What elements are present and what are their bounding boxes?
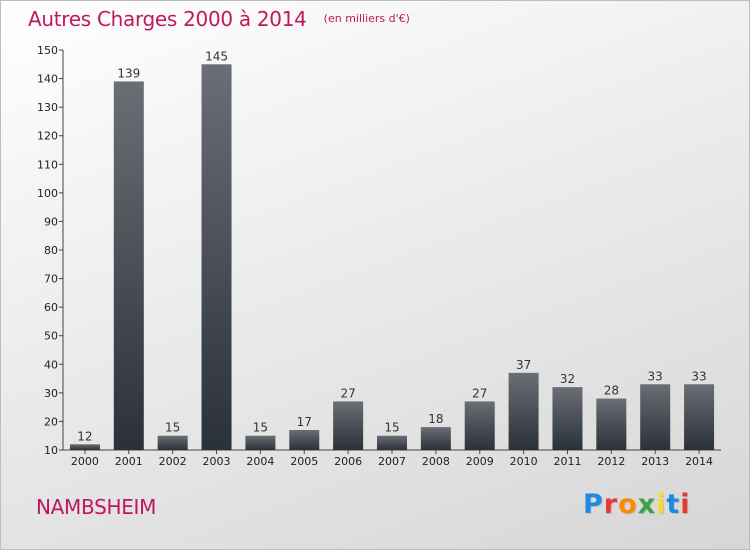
x-tick-label: 2009 (466, 455, 494, 468)
logo-letter: o (618, 489, 638, 520)
y-tick-label: 130 (37, 101, 58, 114)
bar-2005 (289, 430, 320, 450)
x-tick-label: 2014 (685, 455, 713, 468)
logo-letter: t (666, 489, 681, 520)
chart-title: Autres Charges 2000 à 2014 (28, 7, 307, 31)
bar-2014 (684, 384, 715, 450)
bar-2001 (113, 81, 144, 450)
bar-2000 (69, 444, 100, 450)
data-label: 28 (604, 384, 619, 398)
x-tick-label: 2007 (378, 455, 406, 468)
data-label: 12 (77, 429, 92, 443)
bar-2003 (201, 64, 232, 451)
bar-2009 (464, 401, 495, 450)
data-label: 27 (472, 386, 487, 400)
y-tick-label: 10 (44, 444, 58, 457)
logo-letter: i (680, 489, 691, 520)
x-tick-label: 2012 (597, 455, 625, 468)
bar-2002 (157, 435, 188, 450)
bar-2006 (333, 401, 364, 450)
y-tick-label: 40 (44, 358, 58, 371)
data-label: 37 (516, 358, 531, 372)
logo-letter: r (603, 489, 619, 520)
y-tick-label: 60 (44, 301, 58, 314)
y-tick-label: 150 (37, 44, 58, 57)
x-tick-label: 2002 (159, 455, 187, 468)
data-label: 15 (384, 421, 399, 435)
x-tick-label: 2005 (290, 455, 318, 468)
logo-letter: P (583, 489, 604, 520)
bar-2004 (245, 435, 276, 450)
y-tick-label: 140 (37, 73, 58, 86)
x-tick-label: 2004 (246, 455, 274, 468)
y-tick-label: 20 (44, 415, 58, 428)
bars (69, 64, 715, 451)
logo-letter: x (637, 489, 657, 520)
data-labels: 12 139 15 145 15 17 27 15 18 27 37 32 28 33 33 (77, 49, 706, 443)
y-tick-label: 110 (37, 158, 58, 171)
x-tick-label: 2011 (553, 455, 581, 468)
logo-letter: i (656, 489, 667, 520)
data-label: 33 (691, 369, 706, 383)
bar-2011 (552, 387, 583, 450)
data-label: 32 (560, 372, 575, 386)
y-tick-label: 70 (44, 273, 58, 286)
data-label: 18 (428, 412, 443, 426)
x-tick-label: 2003 (203, 455, 231, 468)
bar-2008 (420, 427, 451, 450)
y-tick-label: 50 (44, 330, 58, 343)
x-tick-label: 2006 (334, 455, 362, 468)
x-tick-label: 2000 (71, 455, 99, 468)
proxiti-logo[interactable]: Proxiti (583, 489, 691, 520)
data-label: 17 (297, 415, 312, 429)
y-tick-label: 120 (37, 130, 58, 143)
y-tick-label: 80 (44, 244, 58, 257)
data-label: 145 (205, 49, 228, 63)
data-label: 139 (117, 66, 140, 80)
bar-2010 (508, 372, 539, 450)
x-tick-label: 2013 (641, 455, 669, 468)
bar-2013 (640, 384, 671, 450)
data-label: 15 (165, 421, 180, 435)
x-tick-label: 2001 (115, 455, 143, 468)
bar-2007 (377, 435, 407, 450)
bar-2012 (596, 398, 627, 450)
data-label: 33 (648, 369, 663, 383)
data-label: 27 (340, 386, 355, 400)
y-tick-label: 30 (44, 387, 58, 400)
x-tick-label: 2010 (510, 455, 538, 468)
chart-subtitle: (en milliers d'€) (323, 12, 410, 25)
title-row: Autres Charges 2000 à 2014 (en milliers … (28, 7, 410, 31)
data-label: 15 (253, 421, 268, 435)
y-tick-label: 90 (44, 215, 58, 228)
x-tick-label: 2008 (422, 455, 450, 468)
city-name: NAMBSHEIM (36, 495, 157, 519)
y-tick-label: 100 (37, 187, 58, 200)
